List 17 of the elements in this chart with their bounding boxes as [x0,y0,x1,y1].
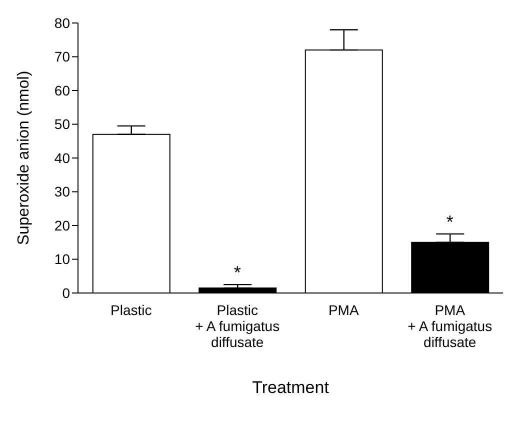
y-tick-label: 40 [54,150,70,166]
x-tick-label: PMA + A fumigatus diffusate [408,302,492,350]
y-tick-label: 80 [54,14,70,31]
x-tick-label: PMA [328,302,360,318]
y-tick-label: 10 [54,251,70,268]
y-tick-label: 20 [54,217,70,234]
y-tick-label: 0 [62,284,70,301]
y-tick-label: 50 [54,116,70,132]
y-axis-title: Superoxide anion (nmol) [16,70,33,246]
x-tick-label: Plastic + A fumigatus diffusate [195,302,280,350]
x-axis-title: Treatment [252,378,330,397]
annotation: * [446,212,454,232]
y-tick-label: 30 [54,184,70,200]
y-tick-label: 70 [54,48,70,65]
x-tick-label: Plastic [110,302,152,318]
annotation: * [234,262,241,283]
y-tick-label: 60 [54,82,70,98]
